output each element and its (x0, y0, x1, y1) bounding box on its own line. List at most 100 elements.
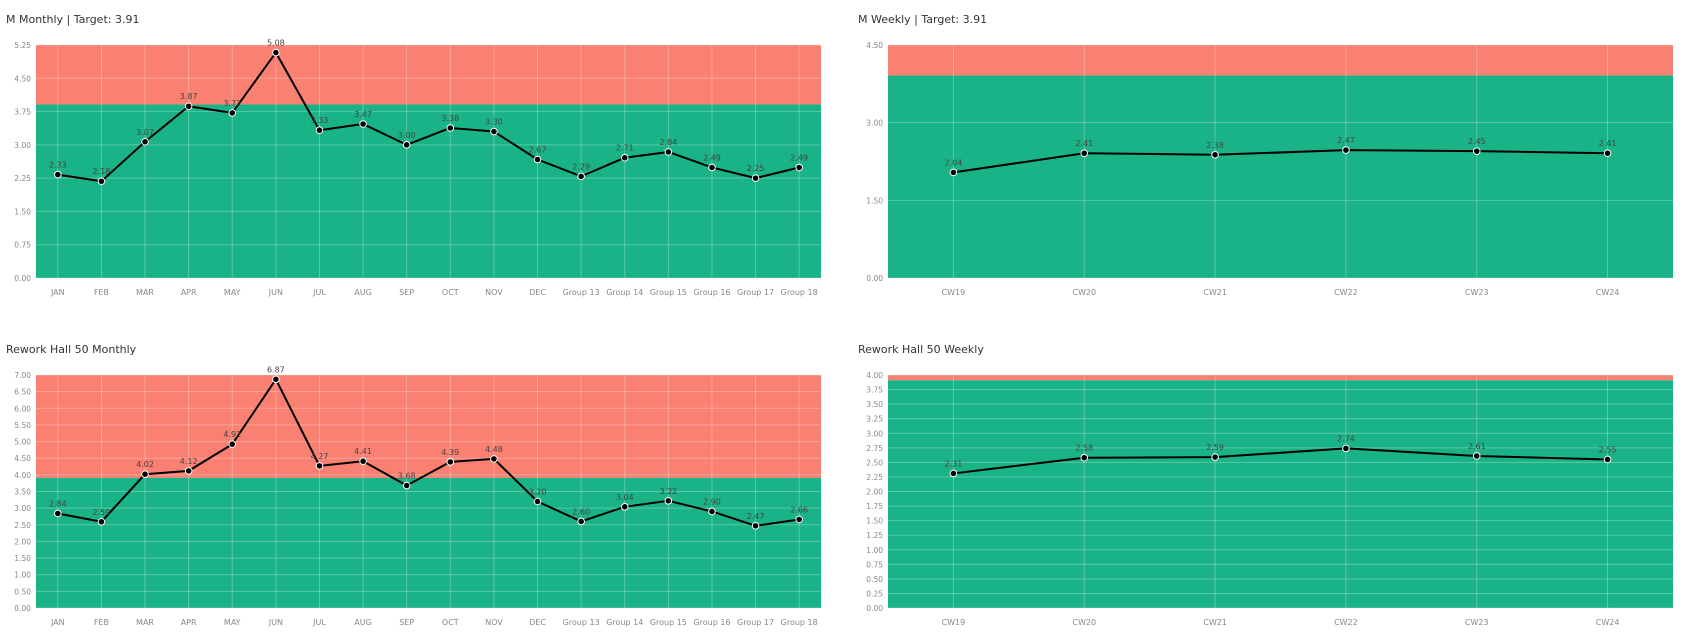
x-tick-label: Group 15 (650, 618, 687, 627)
x-tick-label: OCT (442, 288, 459, 297)
y-tick-label: 1.75 (866, 502, 883, 511)
x-tick-label: APR (181, 618, 197, 627)
x-tick-label: SEP (399, 618, 414, 627)
data-label: 3.47 (354, 110, 372, 119)
y-tick-label: 3.75 (14, 108, 31, 117)
y-tick-label: 5.50 (14, 421, 31, 430)
y-tick-label: 2.00 (14, 537, 31, 546)
y-tick-label: 3.00 (866, 429, 883, 438)
data-point (315, 126, 324, 135)
x-tick-label: SEP (399, 288, 414, 297)
data-point (620, 503, 629, 511)
y-tick-label: 2.00 (866, 488, 883, 497)
series-line (953, 149, 1608, 174)
data-point (184, 467, 193, 475)
chart-panel-m-weekly: M Weekly | Target: 3.91 0.00 1.50 3.00 4.50… (858, 13, 1678, 303)
y-tick-label: 3.25 (866, 415, 883, 424)
x-tick-label: CW20 (1072, 288, 1096, 297)
above-target-zone (36, 45, 821, 105)
data-label: 3.68 (398, 472, 416, 481)
above-target-zone (888, 45, 1673, 76)
x-tick-label: Group 17 (737, 288, 774, 297)
data-point (272, 48, 280, 57)
data-label: 2.84 (49, 499, 67, 508)
data-label: 2.61 (1468, 442, 1486, 451)
data-point (359, 120, 367, 128)
y-tick-label: 5.25 (14, 41, 31, 50)
y-tick-label: 1.00 (866, 546, 883, 555)
below-target-zone (888, 380, 1673, 608)
data-point (664, 497, 673, 505)
data-label: 2.66 (790, 505, 808, 514)
y-tick-label: 6.50 (14, 388, 31, 397)
data-label: 3.30 (485, 118, 503, 127)
data-label: 2.74 (1337, 434, 1355, 443)
rework-weekly-chart: 0.00 0.25 0.50 0.75 1.00 1.25 1.50 1.75 2.00 2.25… (866, 371, 1673, 627)
series-line (57, 51, 800, 183)
y-tick-label: 3.75 (866, 386, 883, 395)
x-tick-label: CW24 (1596, 288, 1620, 297)
data-point (1211, 150, 1219, 159)
x-tick-label: MAR (136, 618, 154, 627)
data-label: 2.71 (616, 144, 634, 153)
y-tick-label: 1.00 (14, 571, 31, 580)
data-point (315, 462, 324, 470)
x-tick-label: DEC (529, 288, 546, 297)
data-point (97, 177, 106, 186)
x-tick-label: Group 14 (606, 618, 643, 627)
data-label: 2.47 (1337, 136, 1355, 145)
x-tick-label: CW22 (1334, 288, 1358, 297)
x-tick-label: CW20 (1072, 618, 1096, 627)
data-label: 2.59 (1206, 443, 1224, 452)
data-point (97, 517, 106, 526)
data-label: 3.38 (441, 114, 459, 123)
x-tick-label: CW22 (1334, 618, 1358, 627)
y-tick-label: 0.00 (866, 604, 883, 613)
chart-title: Rework Hall 50 Weekly (858, 343, 984, 356)
y-tick-label: 4.00 (866, 371, 883, 380)
x-tick-label: CW21 (1203, 618, 1227, 627)
data-point (141, 470, 149, 478)
data-label: 2.55 (1599, 445, 1617, 454)
data-label: 2.31 (945, 459, 963, 468)
data-label: 3.22 (659, 487, 677, 496)
data-label: 4.12 (180, 457, 198, 466)
data-point (54, 509, 62, 518)
data-label: 4.27 (311, 452, 329, 461)
data-point (54, 170, 62, 179)
data-point (708, 507, 716, 516)
x-tick-label: MAY (224, 288, 241, 297)
data-label: 4.92 (223, 430, 241, 439)
data-point (949, 469, 958, 478)
y-tick-label: 4.50 (14, 454, 31, 463)
data-point (751, 174, 760, 182)
data-point (446, 458, 455, 466)
x-tick-label: MAY (224, 618, 241, 627)
y-tick-label: 3.00 (866, 119, 883, 128)
y-tick-label: 0.25 (866, 589, 883, 598)
data-point (708, 163, 716, 172)
rework-monthly-chart: 0.00 0.50 1.00 1.50 2.00 2.50 3.00 3.50 4.00 4.50… (14, 365, 821, 627)
data-point (1603, 455, 1612, 464)
data-point (751, 521, 760, 530)
y-tick-label: 3.00 (14, 504, 31, 513)
data-label: 2.67 (529, 146, 547, 155)
data-point (1342, 146, 1350, 154)
data-point (402, 481, 411, 490)
x-tick-label: AUG (354, 288, 372, 297)
y-tick-label: 0.50 (866, 575, 883, 584)
x-tick-label: FEB (94, 618, 109, 627)
y-tick-label: 0.00 (14, 274, 31, 283)
data-point (272, 375, 280, 384)
chart-title: M Weekly | Target: 3.91 (858, 13, 988, 26)
y-tick-label: 1.50 (866, 196, 883, 205)
x-tick-label: CW23 (1465, 618, 1489, 627)
data-label: 4.02 (136, 460, 154, 469)
y-tick-label: 4.00 (14, 471, 31, 480)
x-tick-label: Group 14 (606, 288, 643, 297)
data-point (228, 109, 237, 117)
data-point (533, 497, 542, 506)
x-tick-label: JAN (50, 288, 65, 297)
x-tick-label: MAR (136, 288, 154, 297)
data-label: 2.47 (747, 512, 765, 521)
